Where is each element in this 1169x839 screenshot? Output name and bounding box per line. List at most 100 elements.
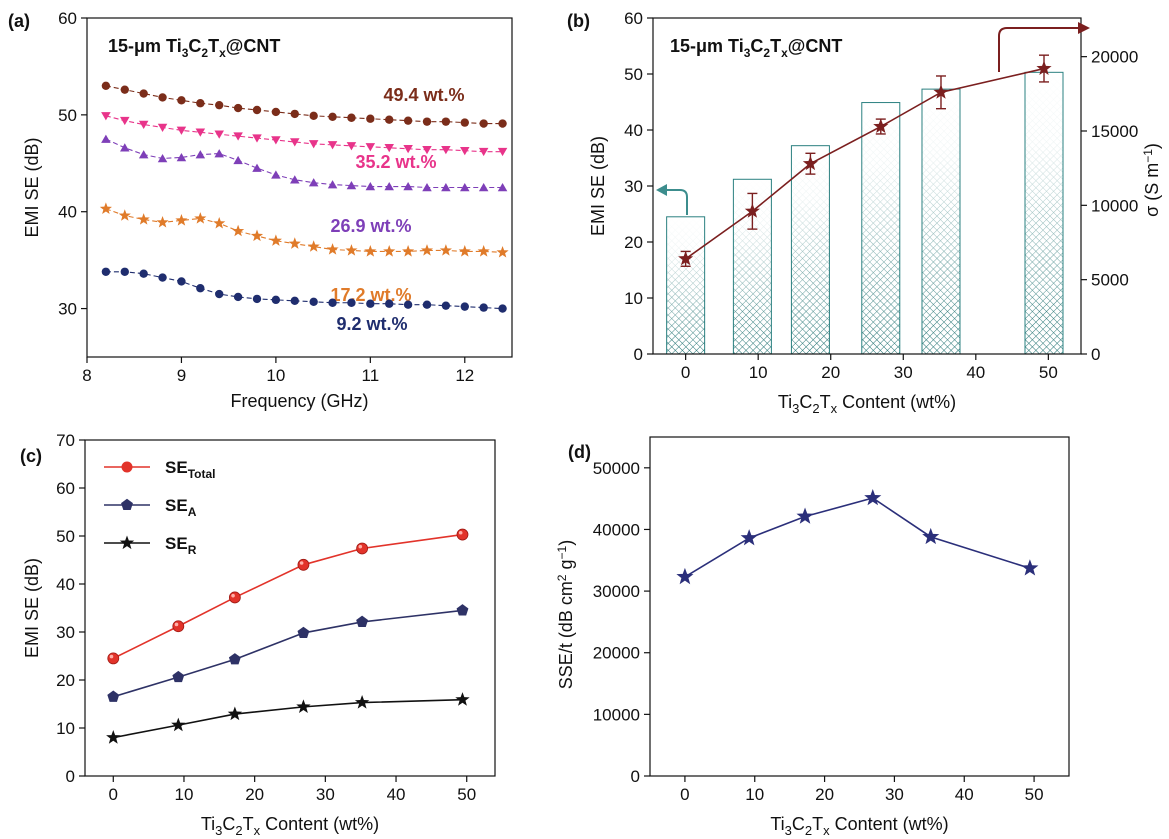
data-point bbox=[308, 178, 319, 187]
data-point bbox=[138, 120, 149, 130]
data-point bbox=[456, 604, 469, 616]
data-point bbox=[922, 527, 940, 545]
data-point-highlight bbox=[358, 544, 363, 549]
data-point bbox=[455, 692, 470, 706]
data-point bbox=[403, 300, 413, 309]
data-point bbox=[441, 145, 451, 155]
data-point bbox=[157, 123, 168, 132]
data-point bbox=[139, 89, 148, 98]
data-point bbox=[385, 115, 394, 124]
x-tick-label: 12 bbox=[455, 366, 474, 385]
sigma-line bbox=[685, 67, 1045, 260]
data-point bbox=[120, 143, 130, 152]
data-point bbox=[195, 128, 206, 137]
y2-tick-label: 10000 bbox=[1091, 196, 1138, 215]
y2-tick-label: 5000 bbox=[1091, 271, 1129, 290]
data-point bbox=[744, 203, 760, 218]
y-tick-label: 40 bbox=[624, 121, 643, 140]
data-point bbox=[171, 717, 186, 732]
x-tick-label: 0 bbox=[680, 785, 689, 804]
y-axis-label: SSE/t (dB cm2 g−1) bbox=[555, 540, 576, 689]
x-tick-label: 8 bbox=[82, 366, 91, 385]
data-point bbox=[347, 298, 356, 307]
data-point bbox=[228, 653, 241, 665]
bar bbox=[861, 102, 901, 355]
data-point bbox=[354, 695, 370, 709]
chart-c: 0 10 20 30 40 50 0 10 20 30 40 50 60 70 Ti3C2Tx Conten… bbox=[22, 431, 496, 838]
data-point bbox=[422, 117, 432, 126]
y-tick-label: 30 bbox=[624, 177, 643, 196]
y-tick-label: 20000 bbox=[593, 644, 640, 663]
data-point bbox=[383, 245, 396, 257]
data-point bbox=[233, 103, 243, 113]
x-tick-label: 20 bbox=[245, 785, 264, 804]
x-tick-label: 10 bbox=[175, 785, 194, 804]
data-point bbox=[864, 489, 882, 506]
y-tick-label: 50 bbox=[56, 527, 75, 546]
y2-axis-label: σ (S m−1) bbox=[1141, 143, 1162, 217]
series-label: 9.2 wt.% bbox=[336, 314, 407, 334]
bar bbox=[1024, 71, 1064, 355]
data-point-highlight bbox=[174, 622, 179, 627]
data-point bbox=[120, 267, 129, 276]
data-point bbox=[356, 615, 369, 627]
data-point bbox=[176, 152, 187, 162]
data-point bbox=[676, 567, 694, 585]
data-point bbox=[365, 182, 376, 191]
data-point bbox=[420, 244, 434, 256]
x-tick-label: 10 bbox=[266, 366, 285, 385]
data-point bbox=[177, 277, 186, 286]
data-point bbox=[458, 245, 471, 257]
data-point bbox=[227, 706, 243, 721]
data-point bbox=[403, 145, 413, 154]
data-point bbox=[479, 119, 488, 128]
data-point bbox=[288, 237, 301, 249]
y-tick-label: 10000 bbox=[593, 705, 640, 724]
x-tick-label: 20 bbox=[815, 785, 834, 804]
data-point bbox=[441, 183, 451, 192]
data-point bbox=[120, 116, 130, 126]
data-point bbox=[478, 183, 489, 192]
data-point bbox=[402, 245, 415, 257]
legend-label: SER bbox=[165, 534, 197, 557]
data-point bbox=[157, 153, 168, 163]
legend-marker bbox=[121, 498, 133, 511]
chart-d: 0 10 20 30 40 50 0 10000 20000 30000 40000 50000 Ti3… bbox=[555, 436, 1070, 838]
data-point-highlight bbox=[109, 654, 114, 659]
data-point bbox=[497, 147, 508, 157]
data-point bbox=[233, 292, 243, 302]
data-point bbox=[250, 229, 264, 242]
y-axis-label: EMI SE (dB) bbox=[588, 136, 608, 236]
data-point bbox=[215, 289, 224, 299]
data-point bbox=[252, 163, 262, 172]
x-tick-label: 50 bbox=[457, 785, 476, 804]
data-point bbox=[214, 149, 224, 158]
data-point bbox=[479, 303, 488, 312]
y-tick-label: 30 bbox=[56, 623, 75, 642]
axis-arrow-right bbox=[998, 27, 1080, 72]
x-axis-label: Ti3C2Tx Content (wt%) bbox=[778, 392, 956, 416]
data-point bbox=[232, 224, 245, 237]
x-axis-label: Ti3C2Tx Content (wt%) bbox=[201, 814, 379, 838]
data-point bbox=[271, 295, 281, 305]
data-point bbox=[366, 114, 375, 123]
legend-label: SEA bbox=[165, 496, 197, 519]
data-point bbox=[296, 699, 311, 713]
axis-arrow-right-head bbox=[1078, 22, 1090, 34]
data-point bbox=[120, 85, 129, 94]
data-point-highlight bbox=[458, 530, 463, 535]
y2-tick-label: 20000 bbox=[1091, 48, 1138, 67]
data-point bbox=[106, 730, 121, 744]
chart-title: 15-μm Ti3C2Tx@CNT bbox=[670, 36, 842, 60]
data-point bbox=[796, 507, 814, 524]
data-point bbox=[297, 626, 310, 639]
series-line bbox=[684, 497, 1031, 578]
data-point bbox=[233, 155, 243, 165]
data-point bbox=[101, 81, 111, 91]
bar bbox=[666, 216, 706, 355]
data-point bbox=[101, 134, 111, 143]
data-point bbox=[176, 126, 187, 135]
data-point bbox=[107, 690, 120, 702]
data-point bbox=[139, 269, 148, 278]
data-point bbox=[385, 299, 394, 308]
